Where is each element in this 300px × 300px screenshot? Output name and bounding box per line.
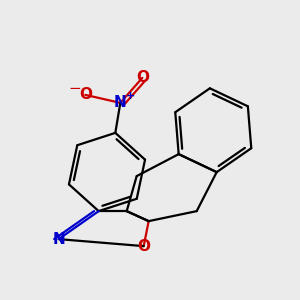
Text: +: + bbox=[126, 91, 135, 101]
Text: O: O bbox=[79, 87, 92, 102]
Text: N: N bbox=[114, 95, 127, 110]
Text: O: O bbox=[137, 238, 150, 253]
Text: −: − bbox=[68, 81, 81, 96]
Text: N: N bbox=[52, 232, 65, 247]
Text: O: O bbox=[136, 70, 149, 86]
